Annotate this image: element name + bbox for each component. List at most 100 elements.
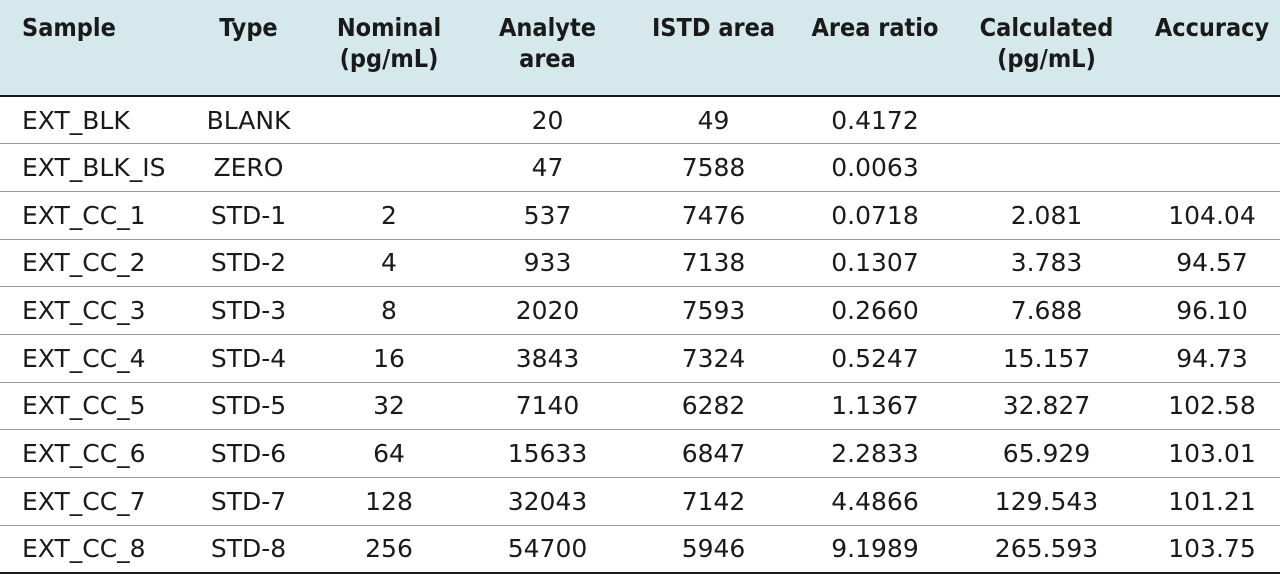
table-cell: 7593 (626, 286, 801, 335)
column-header-label: Accuracy (1154, 13, 1270, 42)
table-cell: 15633 (469, 429, 626, 478)
column-header-label: ISTD area (651, 13, 776, 42)
table-row: EXT_CC_3 STD-3 8 2020 7593 0.2660 7.688 96.10 (0, 286, 1280, 335)
table-cell (309, 143, 469, 192)
table-row: EXT_CC_5 STD-5 32 7140 6282 1.1367 32.827 102.5… (0, 382, 1280, 431)
table-cell: 933 (469, 239, 626, 288)
table-row: EXT_CC_1 STD-1 2 537 7476 0.0718 2.081 104.04 (0, 191, 1280, 240)
table-cell: 94.73 (1144, 334, 1280, 383)
table-cell: 2.2833 (801, 429, 949, 478)
table-cell: 49 (626, 96, 801, 145)
table-cell: 8 (309, 286, 469, 335)
table-row: EXT_CC_2 STD-2 4 933 7138 0.1307 3.783 94.57 (0, 239, 1280, 288)
table-row: EXT_CC_7 STD-7 128 32043 7142 4.4866 129.543 10… (0, 477, 1280, 526)
table-cell: 7142 (626, 477, 801, 526)
table-cell: STD-1 (188, 191, 309, 240)
column-header: Type (188, 0, 309, 97)
table-cell: 128 (309, 477, 469, 526)
table-cell: 104.04 (1144, 191, 1280, 240)
table-cell: STD-7 (188, 477, 309, 526)
table-cell: EXT_CC_3 (0, 286, 188, 335)
table-cell: 102.58 (1144, 382, 1280, 431)
table-cell: 2.081 (949, 191, 1144, 240)
table-cell: STD-6 (188, 429, 309, 478)
table-cell: 3843 (469, 334, 626, 383)
column-header-label: Calculated (979, 13, 1114, 42)
table-cell: 47 (469, 143, 626, 192)
table-cell: 96.10 (1144, 286, 1280, 335)
table-cell: EXT_BLK (0, 96, 188, 145)
column-header-label: Nominal (336, 13, 442, 42)
table-cell (949, 96, 1144, 145)
table-cell: 4 (309, 239, 469, 288)
table-cell: STD-4 (188, 334, 309, 383)
column-header: Sample (0, 0, 188, 97)
table-cell: 129.543 (949, 477, 1144, 526)
table-cell: EXT_CC_8 (0, 525, 188, 574)
table-cell: 7138 (626, 239, 801, 288)
table-cell: 537 (469, 191, 626, 240)
table-cell: BLANK (188, 96, 309, 145)
table-row: EXT_CC_6 STD-6 64 15633 6847 2.2833 65.929 103.… (0, 429, 1280, 478)
table-cell: STD-5 (188, 382, 309, 431)
column-header-label: (pg/mL) (339, 44, 439, 73)
table-cell: 103.75 (1144, 525, 1280, 574)
table-cell: 6847 (626, 429, 801, 478)
column-header: ISTD area (626, 0, 801, 97)
table-cell: 4.4866 (801, 477, 949, 526)
table-cell: 0.0063 (801, 143, 949, 192)
table-cell: 7476 (626, 191, 801, 240)
table-cell: EXT_CC_6 (0, 429, 188, 478)
table-cell: EXT_CC_7 (0, 477, 188, 526)
table-cell (949, 143, 1144, 192)
table-cell: 54700 (469, 525, 626, 574)
table-cell: EXT_CC_4 (0, 334, 188, 383)
table-cell: 265.593 (949, 525, 1144, 574)
table-cell: 101.21 (1144, 477, 1280, 526)
column-header-label: Analyte (499, 13, 596, 42)
column-header: Calculated (pg/mL) (949, 0, 1144, 97)
table-cell: 0.5247 (801, 334, 949, 383)
table-cell: 5946 (626, 525, 801, 574)
table-cell: 0.4172 (801, 96, 949, 145)
table-cell: 7.688 (949, 286, 1144, 335)
table-cell: EXT_CC_1 (0, 191, 188, 240)
table-cell: 0.0718 (801, 191, 949, 240)
table-cell: 2 (309, 191, 469, 240)
table-cell: 3.783 (949, 239, 1144, 288)
table-cell: 20 (469, 96, 626, 145)
table-cell: 103.01 (1144, 429, 1280, 478)
table-row: EXT_CC_8 STD-8 256 54700 5946 9.1989 265.593 10… (0, 525, 1280, 574)
header-row: Sample Type Nominal (pg/mL) Analyte area ISTD … (0, 0, 1280, 97)
table-cell: 32.827 (949, 382, 1144, 431)
column-header-label: Area ratio (811, 13, 939, 42)
table-cell: 9.1989 (801, 525, 949, 574)
table-cell: EXT_CC_5 (0, 382, 188, 431)
table-cell: STD-3 (188, 286, 309, 335)
table-row: EXT_CC_4 STD-4 16 3843 7324 0.5247 15.157 94.73 (0, 334, 1280, 383)
table-cell: ZERO (188, 143, 309, 192)
table-cell: 7140 (469, 382, 626, 431)
table-body: EXT_BLK BLANK 20 49 0.4172 EXT_BLK_IS ZERO 47 75… (0, 96, 1280, 574)
table-row: EXT_BLK_IS ZERO 47 7588 0.0063 (0, 143, 1280, 192)
table-header: Sample Type Nominal (pg/mL) Analyte area ISTD … (0, 0, 1280, 97)
column-header: Accuracy (1144, 0, 1280, 97)
column-header-label: (pg/mL) (997, 44, 1096, 73)
column-header-label: Type (219, 13, 278, 42)
table-cell: 2020 (469, 286, 626, 335)
table-cell: 6282 (626, 382, 801, 431)
table-cell: 94.57 (1144, 239, 1280, 288)
column-header-label: Sample (22, 13, 116, 42)
table-cell: 32043 (469, 477, 626, 526)
table-cell: 16 (309, 334, 469, 383)
table-row: EXT_BLK BLANK 20 49 0.4172 (0, 96, 1280, 145)
table-cell: EXT_BLK_IS (0, 143, 188, 192)
table-cell: 256 (309, 525, 469, 574)
column-header: Analyte area (469, 0, 626, 97)
table-cell: 65.929 (949, 429, 1144, 478)
table-cell: 32 (309, 382, 469, 431)
column-header: Area ratio (801, 0, 949, 97)
table-cell (1144, 96, 1280, 145)
table-cell: STD-8 (188, 525, 309, 574)
